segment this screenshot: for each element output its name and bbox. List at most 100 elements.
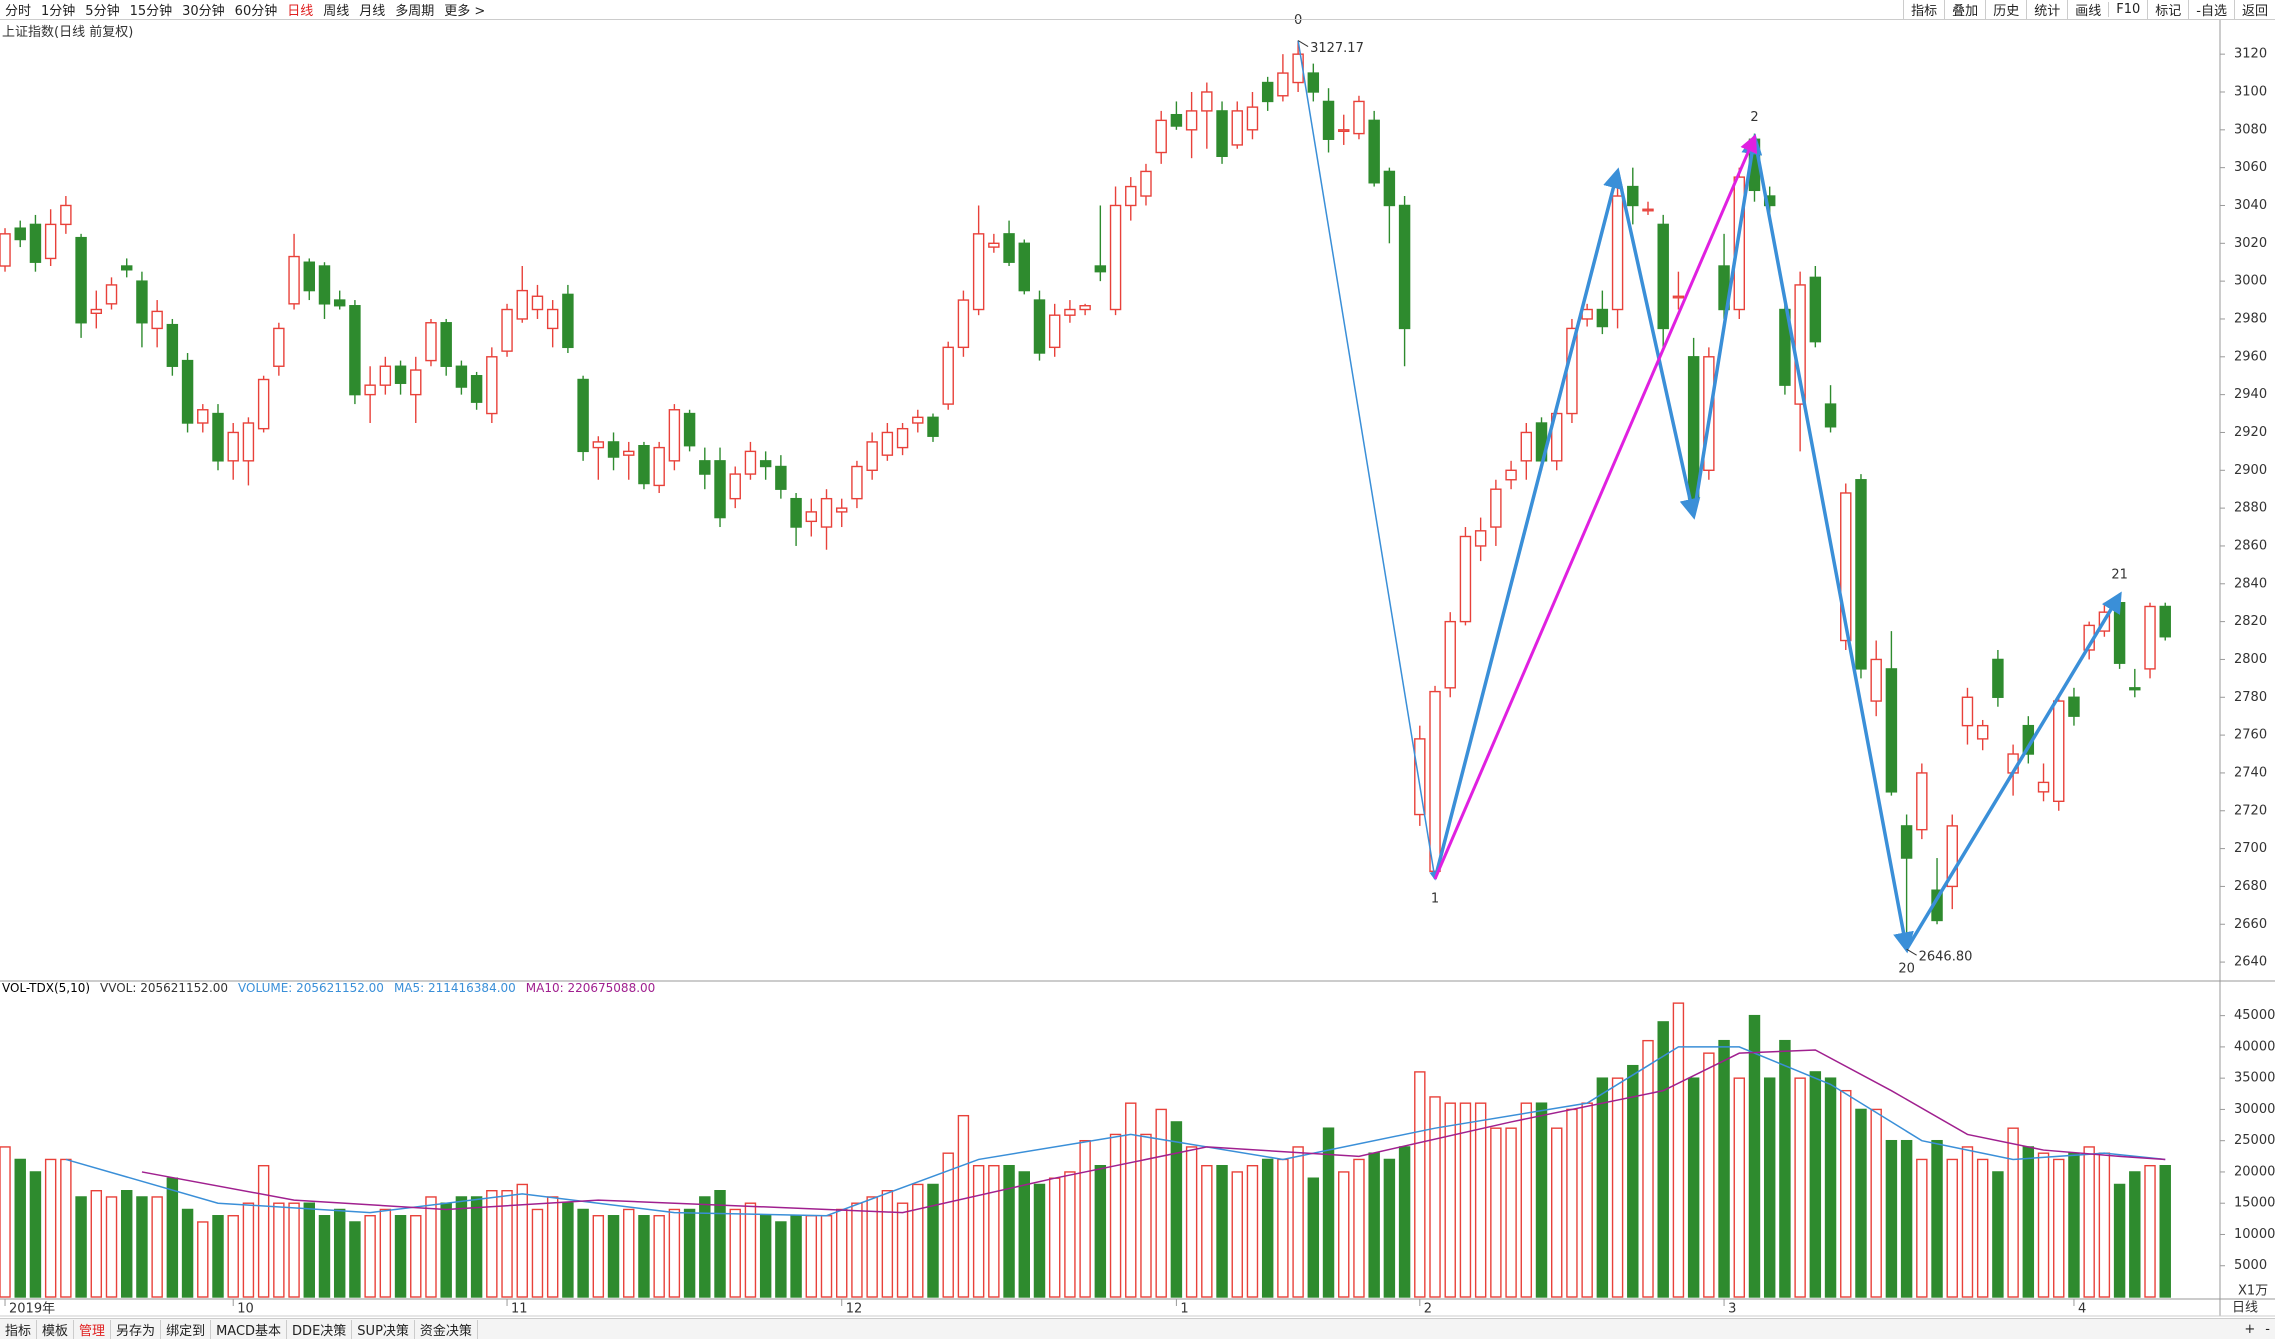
toolbar-button[interactable]: 周线	[323, 4, 350, 19]
candle-body	[1277, 72, 1289, 97]
volume-bar	[1003, 1164, 1015, 1298]
tab[interactable]: MACD基本	[211, 1319, 288, 1339]
candle-body	[851, 465, 863, 500]
candle-body	[1459, 535, 1472, 623]
volume-bar	[410, 1215, 422, 1298]
x-tick-label: 4	[2078, 1302, 2086, 1317]
volume-bar	[516, 1183, 528, 1298]
y-tick-label: 25000	[2234, 1133, 2275, 1148]
tab[interactable]: 管理	[74, 1319, 112, 1339]
candle-body	[333, 299, 346, 307]
candle-body	[2113, 601, 2126, 664]
candle-body	[744, 450, 757, 475]
volume-bar	[349, 1221, 361, 1298]
readout: MA10: 220675088.00	[525, 981, 656, 995]
candle-body	[623, 450, 635, 456]
candle-body	[531, 295, 544, 311]
toolbar-button[interactable]: 月线	[359, 4, 386, 19]
candle-body	[1870, 658, 1882, 702]
volume-bar	[2098, 1152, 2111, 1298]
volume-header: VOL-TDX(5,10) VVOL: 205621152.00 VOLUME: 2…	[2, 981, 655, 995]
volume-bar	[653, 1215, 665, 1298]
y-tick-label: 2900	[2234, 463, 2267, 478]
price-label: 3127.17	[1310, 41, 1364, 56]
chart-title: 上证指数(日线 前复权)	[2, 25, 134, 40]
toolbar-button[interactable]: 返回	[2233, 0, 2275, 19]
volume-bar	[75, 1196, 87, 1298]
volume-bar	[1976, 1158, 1989, 1298]
toolbar-button[interactable]: 分时	[5, 4, 32, 19]
tab[interactable]: 资金决策	[415, 1319, 478, 1339]
candle-body	[1733, 176, 1745, 311]
candle-body	[1140, 170, 1152, 197]
toolbar-button[interactable]: 60分钟	[234, 4, 278, 19]
candle-body	[1338, 129, 1350, 133]
volume-bar	[1048, 1177, 1061, 1298]
zigzag-segment	[1752, 137, 1914, 954]
volume-bar	[805, 1215, 818, 1298]
volume-bar	[592, 1215, 605, 1298]
x-tick-label: 11	[511, 1302, 528, 1317]
volume-bar	[44, 1158, 57, 1298]
toolbar-button[interactable]: 1分钟	[41, 4, 76, 19]
candle-body	[1627, 185, 1639, 207]
toolbar-button[interactable]: 叠加	[1944, 0, 1985, 19]
zoom-button[interactable]: -	[2265, 1321, 2270, 1337]
volume-bar	[1748, 1014, 1761, 1298]
zoom-button[interactable]: +	[2244, 1321, 2256, 1337]
candle-body	[1824, 403, 1837, 428]
candle-body	[1246, 106, 1259, 131]
tab-bar: 指标 模板 管理 另存为 绑定到 MACD基本 DDE决策 SUP决策 资金决策 + -	[0, 1318, 2275, 1339]
toolbar-button[interactable]: 更多 >	[444, 4, 486, 19]
toolbar-button[interactable]: 指标	[1903, 0, 1944, 19]
volume-bar	[836, 1208, 848, 1298]
toolbar-button[interactable]: 5分钟	[85, 4, 120, 19]
toolbar-button[interactable]: F10	[2108, 2, 2147, 17]
volume-bar	[866, 1196, 878, 1298]
candle-body	[1916, 772, 1928, 831]
candle-body	[1809, 276, 1822, 343]
tab[interactable]: SUP决策	[352, 1319, 415, 1339]
volume-bar	[2159, 1164, 2171, 1298]
volume-bar	[1931, 1139, 1943, 1298]
x-tick-label: 10	[237, 1302, 254, 1317]
tab[interactable]: DDE决策	[287, 1319, 353, 1339]
volume-bar	[2022, 1146, 2035, 1298]
candle-body	[318, 265, 331, 305]
toolbar-button[interactable]: -自选	[2188, 0, 2234, 19]
volume-bar	[1916, 1158, 1928, 1298]
candle-body	[90, 308, 103, 314]
volume-bar	[303, 1202, 315, 1298]
toolbar-button[interactable]: 画线	[2067, 0, 2108, 19]
candle-body	[1611, 195, 1624, 311]
volume-bar	[988, 1164, 1000, 1298]
candle-body	[927, 416, 939, 437]
candle-body	[197, 409, 209, 424]
toolbar-button[interactable]: 历史	[1985, 0, 2026, 19]
candle-body	[1201, 91, 1213, 112]
volume-bar	[623, 1208, 635, 1298]
toolbar-button[interactable]: 多周期	[395, 4, 435, 19]
volume-bar	[288, 1202, 300, 1298]
candle-body	[1794, 284, 1806, 405]
volume-bar	[1459, 1102, 1472, 1298]
toolbar-button[interactable]: 15分钟	[129, 4, 173, 19]
volume-bar	[166, 1177, 179, 1298]
toolbar-button[interactable]: 统计	[2026, 0, 2067, 19]
candle-body	[151, 310, 163, 330]
candle-body	[2037, 781, 2050, 793]
volume-bar	[927, 1183, 939, 1298]
candle-body	[1885, 668, 1898, 793]
volume-bar	[1231, 1171, 1243, 1298]
volume-bar	[1611, 1077, 1624, 1298]
tab[interactable]: 绑定到	[161, 1319, 212, 1339]
tab[interactable]: 另存为	[111, 1319, 162, 1339]
candle-body	[562, 293, 574, 349]
toolbar-button[interactable]: 日线	[287, 4, 314, 19]
volume-bar	[638, 1215, 650, 1298]
tab[interactable]: 指标	[0, 1319, 38, 1339]
toolbar-button[interactable]: 标记	[2147, 0, 2188, 19]
toolbar-button[interactable]: 30分钟	[182, 4, 225, 19]
tab[interactable]: 模板	[37, 1319, 75, 1339]
volume-bar	[1581, 1102, 1593, 1298]
